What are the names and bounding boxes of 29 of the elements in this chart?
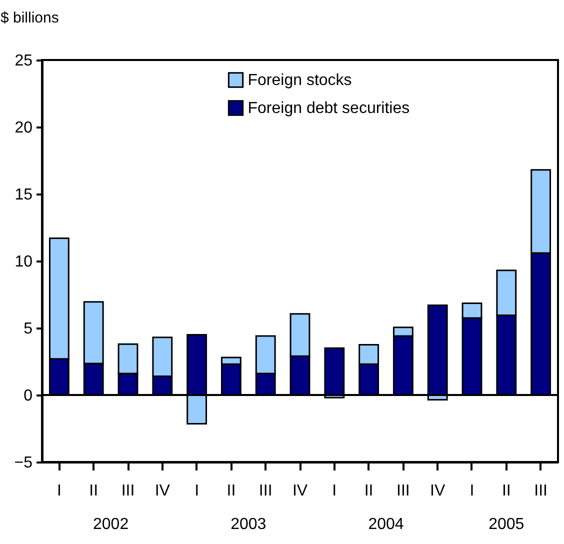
text: 2002 <box>93 516 129 533</box>
x-tick-label: II <box>226 482 236 500</box>
y-tick-label: 20 <box>14 120 33 136</box>
y-tick-label: −5 <box>14 454 33 472</box>
y-tick-label: 25 <box>14 52 33 70</box>
text: 2005 <box>488 516 524 533</box>
x-tick-label: II <box>364 482 374 500</box>
x-tick-label: I <box>194 482 200 500</box>
x-tick-label: IV <box>430 482 446 500</box>
x-tick-label: I <box>332 482 337 500</box>
legend-label: Foreign debt securities <box>248 100 410 117</box>
x-tick-label: I <box>56 482 62 500</box>
x-tick-label: IV <box>292 482 308 500</box>
x-tick-label: I <box>470 482 474 500</box>
text: 2004 <box>368 516 404 533</box>
y-axis-title: $ billions <box>0 10 59 26</box>
x-tick-label: II <box>502 482 511 500</box>
x-tick-label: III <box>534 482 548 500</box>
x-tick-label: III <box>258 482 272 500</box>
x-tick-label: III <box>396 482 410 500</box>
y-tick-label: 15 <box>14 186 33 204</box>
y-tick-label: 0 <box>24 388 33 404</box>
x-tick-label: III <box>121 482 135 500</box>
legend-label: Foreign stocks <box>248 72 352 89</box>
x-tick-label: IV <box>154 482 170 500</box>
y-tick-label: 5 <box>24 320 33 338</box>
y-tick-label: 10 <box>14 254 33 270</box>
text: 2003 <box>230 516 266 533</box>
x-tick-label: II <box>89 482 98 500</box>
